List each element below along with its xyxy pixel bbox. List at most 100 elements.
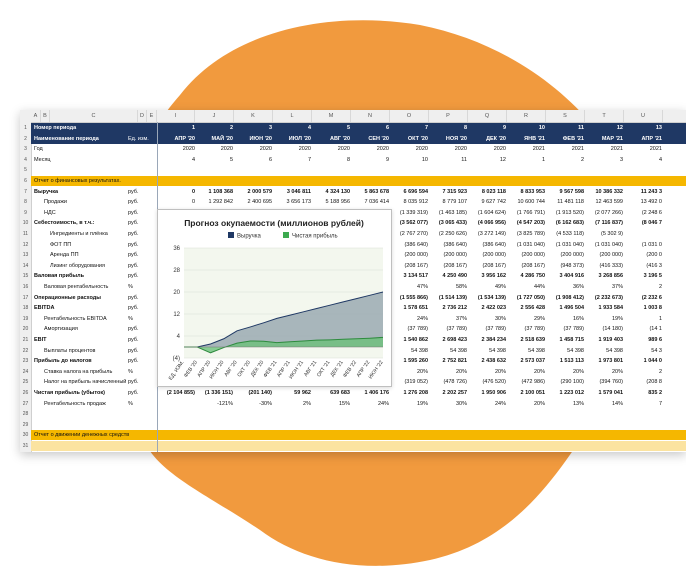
data-cell[interactable]: АПР '21 [641,135,662,142]
data-cell[interactable]: (1 031 0 [641,241,662,248]
data-cell[interactable]: (208 8 [646,379,662,386]
data-cell[interactable]: СЕН '20 [368,135,389,142]
data-cell[interactable]: (386 640) [443,241,467,248]
data-cell[interactable]: 4 250 490 [442,273,467,280]
row-unit[interactable]: руб. [128,241,139,248]
row-unit[interactable]: руб. [128,358,139,365]
data-cell[interactable]: (1 339 319) [399,209,428,216]
data-cell[interactable]: 30% [494,315,506,322]
data-cell[interactable]: (476 520) [482,379,506,386]
data-cell[interactable]: (1 336 151) [204,390,233,396]
data-cell[interactable]: (386 640) [482,241,506,248]
data-cell[interactable]: 2 [658,368,662,375]
data-cell[interactable]: (200 000) [599,252,623,259]
data-cell[interactable]: 2020 [454,146,467,153]
data-cell[interactable]: 1 406 176 [364,390,389,396]
row-number[interactable]: 28 [22,411,29,418]
data-cell[interactable]: 2 422 023 [481,305,506,312]
data-cell[interactable]: 24% [416,315,428,322]
column-letter[interactable]: E [147,110,157,122]
data-cell[interactable]: (14 180) [602,326,624,333]
data-cell[interactable]: (3 272 149) [477,231,506,237]
data-cell[interactable]: НОЯ '20 [445,135,467,142]
data-cell[interactable]: (319 052) [404,379,428,386]
column-letter[interactable]: C [50,110,138,122]
data-cell[interactable]: МАР '21 [601,135,623,142]
data-cell[interactable]: 7 036 414 [364,199,389,206]
data-cell[interactable]: 3 956 162 [481,273,506,280]
data-cell[interactable]: 37% [611,284,623,290]
row-label[interactable]: Выручка [34,188,59,195]
data-cell[interactable]: (1 463 185) [438,209,467,216]
payback-forecast-chart[interactable]: Прогноз окупаемости (миллионов рублей) В… [157,209,392,387]
data-cell[interactable]: 20% [416,368,428,375]
data-cell[interactable]: 4 324 130 [325,188,350,195]
data-cell[interactable]: (1 908 412) [555,294,584,301]
data-cell[interactable]: (2 767 270) [399,231,428,237]
data-cell[interactable]: 11 [578,125,584,131]
data-cell[interactable]: 12 463 599 [595,199,623,206]
data-cell[interactable]: (1 031 040) [516,241,545,248]
data-cell[interactable]: 6 [385,125,389,131]
data-cell[interactable]: АПР '20 [174,135,195,142]
row-number[interactable]: 7 [24,188,27,195]
data-cell[interactable]: 2 384 234 [481,337,506,343]
data-cell[interactable]: 11 243 3 [640,188,662,195]
data-cell[interactable]: 2 400 695 [247,199,272,206]
data-cell[interactable]: 10 600 744 [517,199,545,206]
data-cell[interactable]: 8 [463,125,467,131]
row-label[interactable]: Год [34,146,43,153]
data-cell[interactable]: 1 276 208 [403,390,428,396]
column-letter[interactable]: R [507,110,546,122]
data-cell[interactable]: 4 [191,156,195,163]
row-unit[interactable]: руб. [128,390,139,396]
row-number[interactable]: 13 [22,252,29,259]
data-cell[interactable]: 2 736 212 [442,305,467,312]
data-cell[interactable]: 3 656 173 [286,199,311,206]
data-cell[interactable]: (200 000) [482,252,506,259]
data-cell[interactable]: 2 573 037 [520,358,545,365]
data-cell[interactable]: 8 023 118 [481,188,506,195]
data-cell[interactable]: 7 [658,400,662,407]
data-cell[interactable]: 9 567 598 [559,188,584,195]
data-cell[interactable]: 2 [658,284,662,290]
data-cell[interactable]: (1 534 139) [477,294,506,301]
data-cell[interactable]: 19% [611,315,623,322]
data-cell[interactable]: 5 188 956 [325,199,350,206]
row-number[interactable]: 12 [22,241,29,248]
data-cell[interactable]: 3 [268,125,272,131]
data-cell[interactable]: (2 232 673) [594,294,623,301]
row-number[interactable]: 6 [24,178,27,184]
data-cell[interactable]: 2020 [182,146,195,153]
row-label[interactable]: Отчет о движении денежных средств [34,432,130,439]
data-cell[interactable]: (4 547 203) [516,220,545,227]
data-cell[interactable]: 10 [421,156,428,163]
data-cell[interactable]: 59 962 [294,390,311,396]
data-cell[interactable]: 8 [346,156,350,163]
data-cell[interactable]: 37% [455,315,467,322]
data-cell[interactable]: (3 825 789) [516,231,545,237]
row-number[interactable]: 31 [22,443,29,449]
data-cell[interactable]: 8 833 953 [520,188,545,195]
data-cell[interactable]: (201 140) [248,390,272,396]
row-number[interactable]: 23 [22,358,29,365]
column-letter[interactable]: N [351,110,390,122]
data-cell[interactable]: (948 373) [560,262,584,269]
data-cell[interactable]: (8 046 7 [641,220,662,227]
data-cell[interactable]: 4 286 750 [520,273,545,280]
row-unit[interactable]: руб. [128,199,139,206]
row-unit[interactable]: % [128,315,133,322]
data-cell[interactable]: 2021 [532,146,545,153]
data-cell[interactable]: 54 398 [450,347,467,354]
data-cell[interactable]: 4 [307,125,311,131]
data-cell[interactable]: 54 3 [651,347,662,354]
data-cell[interactable]: 2 100 051 [520,390,545,396]
row-number[interactable]: 15 [22,273,29,280]
data-cell[interactable]: 9 [502,125,506,131]
data-cell[interactable]: 2020 [376,146,389,153]
row-unit[interactable]: руб. [128,379,139,386]
row-label[interactable]: Амортизация [44,326,78,333]
data-cell[interactable]: 9 627 742 [481,199,506,206]
data-cell[interactable]: 2020 [220,146,233,153]
data-cell[interactable]: 1 108 368 [208,188,233,195]
